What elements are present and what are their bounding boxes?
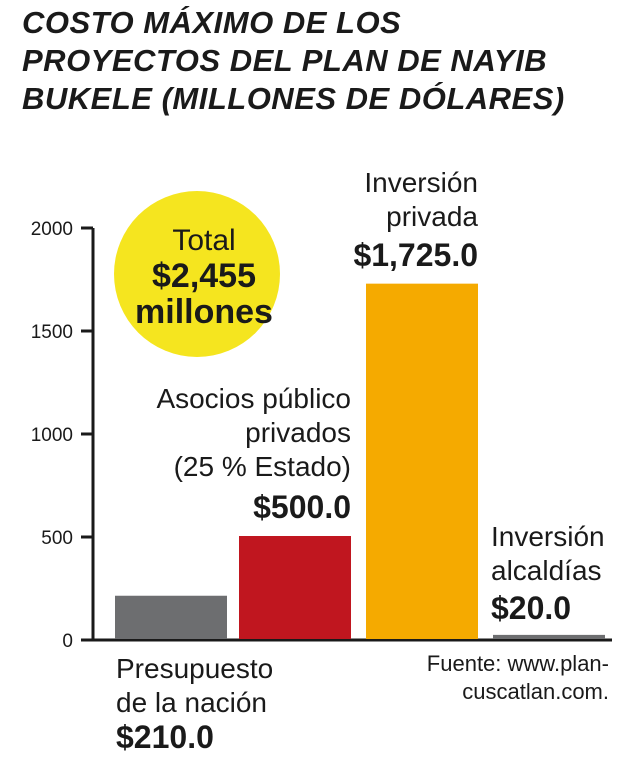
source-line-1: Fuente: www.plan- [426, 651, 609, 676]
y-tick-label: 2000 [31, 219, 73, 240]
value-label: $1,725.0 [353, 237, 478, 273]
title-line-3: BUKELE (MILLONES DE DÓLARES) [22, 81, 565, 116]
category-label: Asocios público [156, 383, 351, 414]
bar-3 [366, 283, 478, 639]
chart-title: COSTO MÁXIMO DE LOS PROYECTOS DEL PLAN D… [22, 4, 622, 118]
total-circle [114, 191, 280, 357]
title-line-1: COSTO MÁXIMO DE LOS [22, 5, 402, 40]
y-tick-label: 0 [62, 631, 73, 652]
total-value: $2,455 [152, 257, 256, 295]
category-label: Inversión [364, 167, 478, 198]
bar-4 [493, 634, 605, 639]
category-label: (25 % Estado) [174, 451, 351, 482]
y-tick-label: 500 [41, 528, 73, 549]
category-label: privada [386, 201, 478, 232]
category-label: Inversión [491, 521, 605, 552]
value-label: $210.0 [116, 719, 214, 755]
value-label: $20.0 [491, 590, 571, 626]
category-label: de la nación [116, 687, 267, 718]
y-tick-label: 1000 [31, 425, 73, 446]
source-line-2: cuscatlan.com. [462, 679, 609, 704]
total-label: Total [172, 224, 235, 257]
source-note: Fuente: www.plan- cuscatlan.com. [427, 650, 609, 706]
bar-1 [115, 595, 227, 639]
total-unit: millones [135, 293, 273, 331]
category-label: privados [245, 417, 351, 448]
title-line-2: PROYECTOS DEL PLAN DE NAYIB [22, 43, 548, 78]
category-label: alcaldías [491, 555, 602, 586]
bar-2 [239, 536, 351, 639]
category-label: Presupuesto [116, 653, 273, 684]
y-tick-label: 1500 [31, 322, 73, 343]
value-label: $500.0 [253, 489, 351, 525]
